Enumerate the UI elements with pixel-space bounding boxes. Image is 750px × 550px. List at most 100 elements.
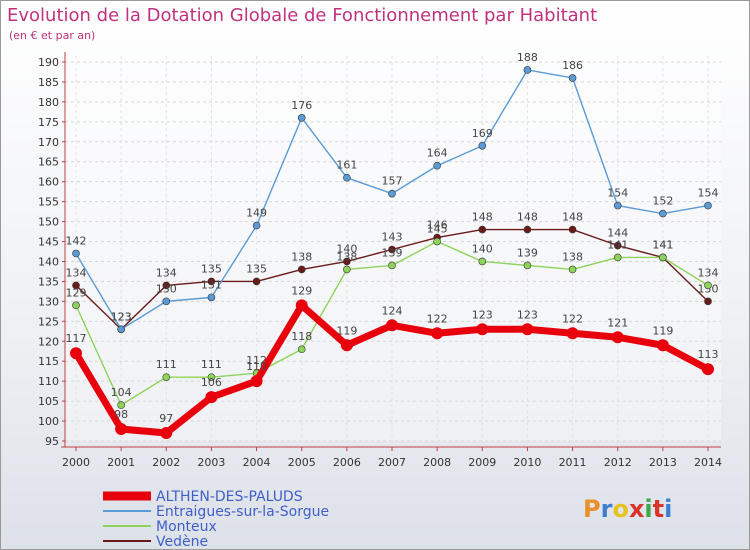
y-tick-label: 155 [38, 196, 59, 209]
data-label: 111 [156, 358, 177, 371]
x-tick-label: 2011 [559, 456, 587, 469]
data-point [388, 261, 396, 270]
data-label: 110 [246, 360, 267, 373]
data-label: 123 [472, 308, 493, 321]
data-point [704, 201, 712, 210]
data-label: 134 [698, 266, 719, 279]
y-tick-label: 130 [38, 295, 59, 308]
data-point [613, 201, 622, 210]
x-tick-label: 2013 [649, 456, 677, 469]
data-point [566, 327, 579, 340]
data-point [250, 375, 263, 388]
data-label: 129 [66, 286, 87, 299]
data-label: 98 [114, 408, 128, 421]
data-point [252, 277, 261, 286]
data-label: 122 [562, 312, 583, 325]
data-point [162, 297, 171, 306]
data-point [162, 373, 171, 381]
x-tick-label: 2006 [333, 456, 361, 469]
data-point [523, 66, 532, 74]
data-point [702, 363, 714, 376]
data-point [523, 261, 532, 270]
data-label: 112 [246, 354, 267, 367]
data-point [386, 319, 398, 332]
data-point [478, 257, 487, 266]
data-label: 143 [382, 231, 403, 244]
legend-label: Vedène [156, 534, 208, 549]
data-label: 134 [66, 266, 87, 279]
data-label: 121 [607, 316, 628, 329]
data-point [704, 281, 712, 290]
data-point [160, 427, 173, 440]
data-point [388, 245, 396, 254]
legend-label: ALTHEN-DES-PALUDS [156, 489, 303, 505]
y-tick-label: 145 [38, 236, 59, 249]
data-point [478, 225, 487, 234]
data-point [70, 347, 82, 360]
y-tick-label: 105 [38, 395, 59, 408]
data-point [568, 225, 577, 234]
data-label: 149 [246, 207, 267, 220]
data-point [478, 141, 487, 150]
y-tick-label: 115 [38, 355, 59, 368]
data-point [162, 281, 171, 290]
data-point [476, 323, 489, 336]
data-point [72, 301, 80, 310]
x-tick-label: 2008 [423, 456, 451, 469]
data-label: 176 [291, 99, 312, 112]
data-label: 129 [291, 284, 312, 297]
chart-subtitle: (en € et par an) [9, 29, 96, 42]
data-label: 124 [382, 304, 403, 317]
data-label: 119 [652, 324, 673, 337]
y-tick-label: 180 [38, 96, 59, 109]
data-label: 135 [246, 262, 267, 275]
data-point [297, 265, 306, 274]
data-point [388, 189, 396, 198]
data-label: 142 [66, 234, 87, 247]
data-label: 106 [201, 376, 222, 389]
data-label: 134 [156, 266, 177, 279]
data-label: 119 [336, 324, 357, 337]
x-tick-label: 2001 [107, 456, 135, 469]
data-label: 117 [66, 332, 87, 345]
data-label: 188 [517, 51, 538, 64]
y-tick-label: 190 [38, 56, 59, 69]
data-label: 145 [427, 223, 448, 236]
data-label: 139 [382, 246, 403, 259]
data-label: 113 [698, 348, 719, 361]
data-point [207, 373, 216, 381]
legend-label: Monteux [156, 519, 217, 535]
y-tick-label: 165 [38, 156, 59, 169]
data-point [433, 161, 441, 170]
data-point [568, 265, 577, 274]
data-point [207, 293, 216, 302]
data-label: 131 [201, 278, 222, 291]
data-point [207, 277, 216, 286]
y-tick-label: 120 [38, 335, 59, 348]
y-tick-label: 95 [45, 435, 59, 448]
data-point [611, 331, 624, 344]
data-point [659, 209, 667, 218]
y-tick-label: 160 [38, 176, 59, 189]
data-point [343, 173, 351, 182]
data-point [613, 241, 622, 250]
data-point [613, 253, 622, 262]
x-tick-label: 2009 [468, 456, 496, 469]
data-point [72, 281, 80, 290]
x-tick-label: 2003 [197, 456, 225, 469]
data-point [205, 391, 218, 404]
x-tick-label: 2012 [604, 456, 632, 469]
data-label: 138 [336, 250, 357, 263]
data-label: 144 [607, 227, 628, 240]
data-label: 104 [111, 386, 132, 399]
data-point [295, 299, 308, 312]
data-label: 154 [607, 187, 628, 200]
data-point [340, 339, 353, 352]
y-tick-label: 125 [38, 315, 59, 328]
data-point [297, 114, 306, 122]
data-point [343, 257, 351, 266]
x-tick-label: 2004 [243, 456, 271, 469]
data-label: 138 [291, 250, 312, 263]
